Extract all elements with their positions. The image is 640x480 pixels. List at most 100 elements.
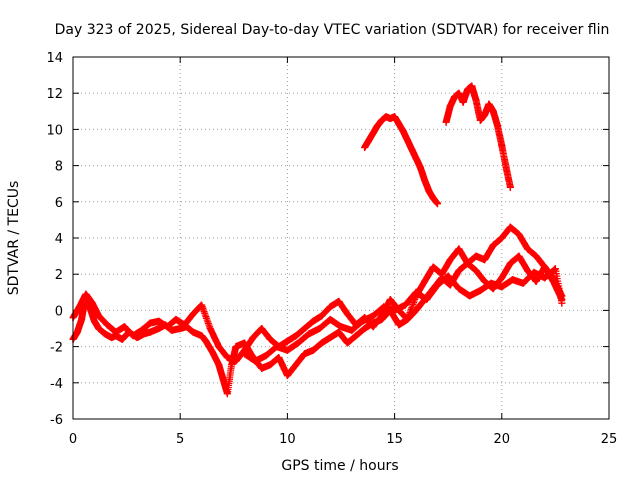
y-tick-label: -2 <box>50 341 63 356</box>
data-point <box>95 312 103 320</box>
data-point <box>506 223 514 231</box>
data-point <box>305 330 313 338</box>
data-point <box>103 321 111 329</box>
data-point <box>155 317 163 325</box>
chart-title: Day 323 of 2025, Sidereal Day-to-day VTE… <box>55 22 610 38</box>
data-point <box>455 285 463 293</box>
data-point <box>78 315 86 323</box>
data-point <box>369 129 377 137</box>
data-point <box>506 183 514 191</box>
data-point <box>219 375 227 383</box>
data-point <box>463 86 471 94</box>
data-point <box>361 144 369 151</box>
data-point <box>118 335 126 343</box>
data-point <box>476 286 484 294</box>
data-point <box>378 312 386 320</box>
data-point <box>223 390 231 398</box>
data-point <box>395 120 403 128</box>
data-point <box>206 325 214 332</box>
data-point <box>455 267 463 275</box>
x-tick-label: 20 <box>494 432 511 447</box>
data-point <box>498 234 506 242</box>
data-point <box>515 252 523 260</box>
grid-lines <box>73 57 609 419</box>
data-point <box>403 136 411 144</box>
data-point <box>502 163 510 171</box>
data-point <box>403 315 411 323</box>
data-point <box>215 361 223 369</box>
data-point <box>73 328 81 336</box>
data-point <box>515 230 523 238</box>
data-point <box>249 334 257 342</box>
x-tick-label: 5 <box>176 432 184 447</box>
data-point <box>301 350 309 358</box>
data-point <box>558 299 566 307</box>
x-tick-label: 10 <box>279 432 296 447</box>
data-point <box>378 116 386 124</box>
x-axis-title: GPS time / hours <box>281 458 398 474</box>
data-point <box>146 328 154 336</box>
data-point <box>180 321 188 329</box>
data-point <box>155 325 163 332</box>
data-point <box>90 317 98 325</box>
y-tick-label: 0 <box>55 304 63 319</box>
x-tick-label: 15 <box>386 432 403 447</box>
data-point <box>283 337 291 345</box>
data-point <box>519 279 527 287</box>
data-point <box>506 259 514 267</box>
data-point <box>380 303 388 311</box>
data-point <box>95 325 103 332</box>
data-point <box>472 96 480 104</box>
data-point <box>532 252 540 260</box>
data-point <box>215 343 223 351</box>
data-point <box>498 274 506 282</box>
data-point <box>481 277 489 285</box>
data-point <box>451 93 459 101</box>
data-point <box>241 350 249 358</box>
y-axis-title: SDTVAR / TECUs <box>6 181 22 296</box>
data-point <box>485 100 493 108</box>
data-point <box>120 323 128 331</box>
data-point <box>352 332 360 340</box>
data-point <box>262 352 270 360</box>
data-point <box>551 265 559 273</box>
data-point <box>421 176 429 184</box>
data-point <box>251 357 259 365</box>
data-point <box>208 348 216 356</box>
data-point <box>494 122 502 130</box>
data-point <box>466 292 474 300</box>
data-point <box>498 142 506 150</box>
data-point <box>343 339 351 347</box>
data-point <box>369 323 377 331</box>
series-track-3 <box>241 265 566 365</box>
y-tick-label: -4 <box>50 377 63 392</box>
data-point <box>438 270 446 278</box>
data-point <box>292 361 300 369</box>
data-point <box>530 268 538 276</box>
data-point <box>472 252 480 260</box>
y-tick-label: 10 <box>46 123 63 138</box>
data-point <box>442 118 450 126</box>
data-point <box>301 325 309 332</box>
data-point <box>337 323 345 331</box>
data-point <box>549 274 557 282</box>
data-point <box>318 339 326 347</box>
data-point <box>326 334 334 342</box>
data-point <box>258 364 266 372</box>
data-point <box>524 245 532 253</box>
data-point <box>108 334 116 342</box>
data-point <box>423 296 431 304</box>
series-track-5 <box>442 82 514 191</box>
data-point <box>468 82 476 90</box>
y-tick-label: 14 <box>46 51 63 66</box>
marker-trail-track-5 <box>442 82 514 191</box>
data-point <box>361 325 369 332</box>
data-point <box>373 122 381 130</box>
data-point <box>232 343 240 351</box>
x-tick-label: 0 <box>69 432 77 447</box>
data-point <box>382 113 390 121</box>
data-point <box>283 346 291 354</box>
data-point <box>163 323 171 331</box>
x-tick-labels: 0 5 10 15 20 25 <box>69 432 617 447</box>
data-point <box>386 115 394 123</box>
